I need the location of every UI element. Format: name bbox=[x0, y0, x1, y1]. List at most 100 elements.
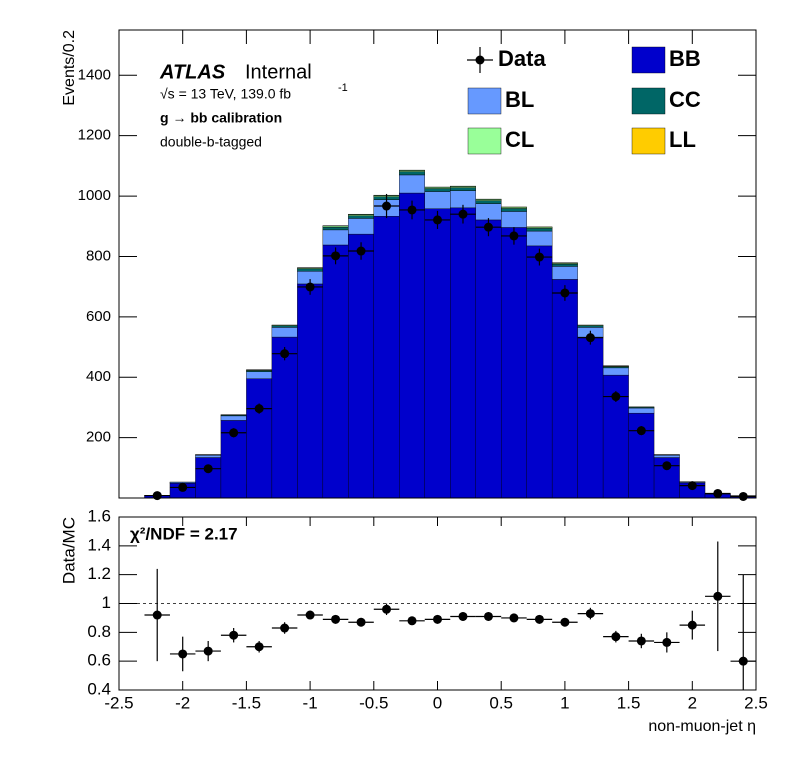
x-tick-label: 0 bbox=[433, 693, 442, 712]
histogram-segment bbox=[348, 233, 375, 499]
histogram-segment bbox=[271, 325, 298, 328]
legend-swatch bbox=[631, 87, 666, 115]
histogram-segment bbox=[220, 415, 247, 421]
data-point bbox=[203, 464, 213, 474]
data-point bbox=[534, 252, 544, 262]
data-point bbox=[152, 610, 162, 620]
histogram-segment bbox=[450, 207, 476, 499]
histogram-segment bbox=[322, 229, 349, 246]
data-point bbox=[738, 491, 748, 501]
y-tick-label: 0.8 bbox=[87, 622, 111, 641]
legend-label: CL bbox=[505, 127, 534, 152]
histogram-segment bbox=[348, 218, 375, 235]
histogram-segment bbox=[271, 336, 298, 499]
histogram-segment bbox=[653, 454, 680, 458]
histogram-segment bbox=[475, 200, 502, 204]
histogram-segment bbox=[526, 228, 553, 232]
histogram-segment bbox=[322, 244, 349, 499]
legend-swatch bbox=[467, 87, 502, 115]
y-axis-label: Data/MC bbox=[59, 517, 78, 584]
histogram-segment bbox=[373, 216, 400, 499]
legend-label: Data bbox=[498, 46, 546, 71]
legend-swatch bbox=[631, 46, 666, 74]
histogram-segment bbox=[399, 174, 425, 194]
y-tick-label: 0.6 bbox=[87, 651, 111, 670]
x-tick-label: 1.5 bbox=[617, 693, 641, 712]
y-tick-label: 1.6 bbox=[87, 506, 111, 525]
histogram-segment bbox=[475, 203, 502, 221]
data-point bbox=[509, 231, 519, 241]
annotation: ATLAS bbox=[159, 61, 226, 83]
x-tick-label: -1.5 bbox=[232, 693, 261, 712]
histogram-segment bbox=[501, 227, 527, 499]
x-tick-label: -2.5 bbox=[104, 693, 133, 712]
y-tick-label: 200 bbox=[86, 429, 111, 446]
legend-label: CC bbox=[669, 87, 701, 112]
data-point bbox=[254, 642, 264, 652]
data-point bbox=[713, 591, 723, 601]
data-point bbox=[203, 646, 213, 656]
histogram-segment bbox=[348, 215, 375, 219]
histogram-segment bbox=[399, 192, 425, 499]
data-point bbox=[407, 616, 417, 626]
histogram-segment bbox=[271, 327, 298, 338]
histogram-segment bbox=[399, 171, 425, 176]
x-tick-label: 2 bbox=[688, 693, 697, 712]
histogram-segment bbox=[577, 324, 604, 326]
x-tick-label: 1 bbox=[560, 693, 569, 712]
histogram-segment bbox=[551, 266, 578, 280]
legend-swatch bbox=[467, 127, 502, 155]
histogram-segment bbox=[195, 454, 222, 458]
y-tick-label: 1.4 bbox=[87, 535, 111, 554]
annotation: double-b-tagged bbox=[160, 134, 262, 150]
data-point bbox=[483, 611, 493, 621]
data-point bbox=[713, 488, 723, 498]
data-point bbox=[560, 288, 570, 298]
data-point bbox=[509, 613, 519, 623]
data-point bbox=[280, 623, 290, 633]
data-point bbox=[458, 611, 468, 621]
histogram-segment bbox=[526, 230, 553, 247]
data-point bbox=[636, 426, 646, 436]
histogram-segment bbox=[297, 283, 324, 499]
data-point bbox=[560, 617, 570, 627]
data-point bbox=[229, 428, 239, 438]
y-tick-label: 1400 bbox=[78, 66, 111, 83]
data-point bbox=[356, 246, 366, 256]
y-tick-label: 1.2 bbox=[87, 564, 111, 583]
x-tick-label: -0.5 bbox=[359, 693, 388, 712]
data-point bbox=[585, 609, 595, 619]
annotation: Internal bbox=[245, 61, 312, 83]
legend-marker bbox=[475, 55, 485, 65]
legend-swatch bbox=[631, 127, 666, 155]
data-point bbox=[662, 637, 672, 647]
histogram-segment bbox=[577, 336, 604, 499]
histogram-segment bbox=[195, 457, 222, 499]
data-point bbox=[483, 222, 493, 232]
histogram-segment bbox=[602, 367, 629, 376]
data-point bbox=[331, 614, 341, 624]
histogram-segment bbox=[526, 245, 553, 499]
data-point bbox=[305, 282, 315, 292]
data-point bbox=[382, 201, 392, 211]
data-point bbox=[611, 632, 621, 642]
data-point bbox=[305, 610, 315, 620]
data-point bbox=[738, 656, 748, 666]
y-tick-label: 1 bbox=[102, 593, 111, 612]
histogram-segment bbox=[501, 208, 527, 212]
legend-label: BB bbox=[669, 46, 701, 71]
data-point bbox=[458, 209, 468, 219]
histogram-segment bbox=[628, 412, 655, 499]
data-point bbox=[331, 251, 341, 261]
data-point bbox=[433, 215, 442, 225]
data-point bbox=[636, 636, 646, 646]
histogram-segment bbox=[501, 211, 527, 228]
annotation: √s = 13 TeV, 139.0 fb bbox=[160, 86, 291, 102]
y-tick-label: 0.4 bbox=[87, 679, 111, 698]
data-point bbox=[687, 620, 697, 630]
data-point bbox=[433, 614, 442, 624]
legend-label: BL bbox=[505, 87, 534, 112]
y-tick-label: 600 bbox=[86, 308, 111, 325]
annotation: -1 bbox=[338, 82, 348, 94]
histogram-segment bbox=[246, 371, 273, 379]
